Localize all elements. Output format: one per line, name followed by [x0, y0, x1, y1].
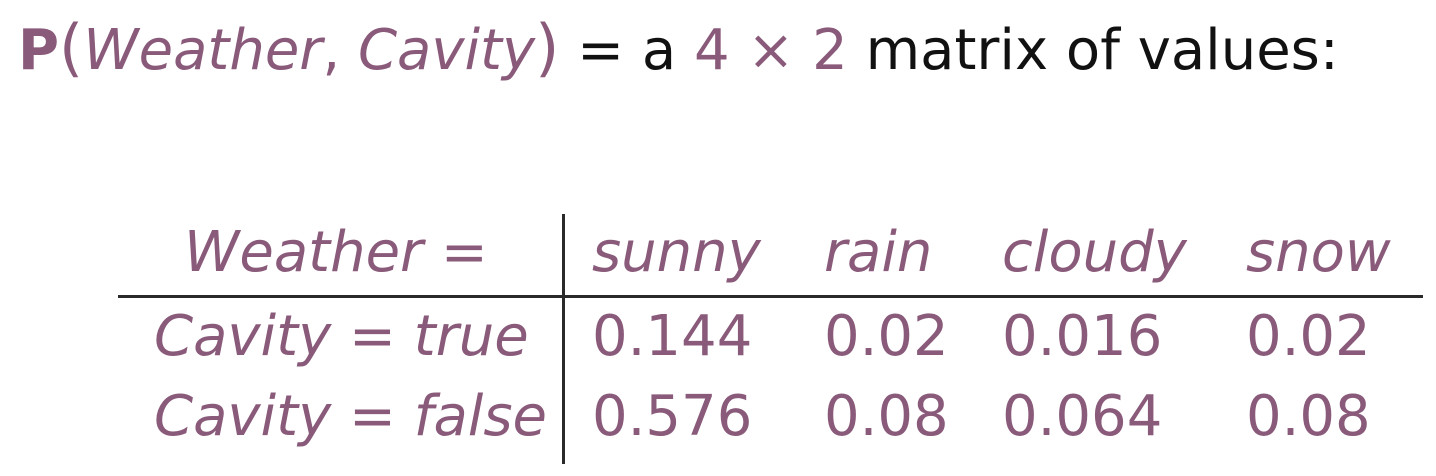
matrix-dimensions: 4 × 2	[694, 18, 848, 83]
table-cell: 0.02	[1246, 304, 1371, 369]
table-cell: 0.064	[1002, 384, 1163, 449]
table-cell: 0.144	[592, 304, 753, 369]
joint-distribution-table: Weather = sunny rain cloudy snow Cavity …	[118, 214, 1423, 464]
heading-rest: matrix of values:	[847, 18, 1339, 83]
probability-symbol: P	[18, 18, 60, 83]
column-header: snow	[1246, 220, 1391, 285]
header-label: Weather =	[184, 220, 488, 285]
table-cell: 0.576	[592, 384, 753, 449]
table-cell: 0.016	[1002, 304, 1163, 369]
vertical-rule	[562, 214, 565, 464]
comma: ,	[322, 18, 358, 83]
table-cell: 0.02	[824, 304, 949, 369]
horizontal-rule	[118, 295, 1423, 298]
equals-text: = a	[559, 18, 694, 83]
variable-cavity: Cavity	[357, 18, 536, 83]
row-label: Cavity = true	[154, 304, 529, 369]
column-header: rain	[824, 220, 933, 285]
row-label: Cavity = false	[154, 384, 547, 449]
column-header: sunny	[592, 220, 761, 285]
formula-heading: P(Weather, Cavity) = a 4 × 2 matrix of v…	[18, 6, 1339, 90]
table-cell: 0.08	[1246, 384, 1371, 449]
close-paren: )	[535, 11, 560, 84]
column-header: cloudy	[1002, 220, 1187, 285]
open-paren: (	[59, 11, 84, 84]
variable-weather: Weather	[83, 18, 323, 83]
table-cell: 0.08	[824, 384, 949, 449]
